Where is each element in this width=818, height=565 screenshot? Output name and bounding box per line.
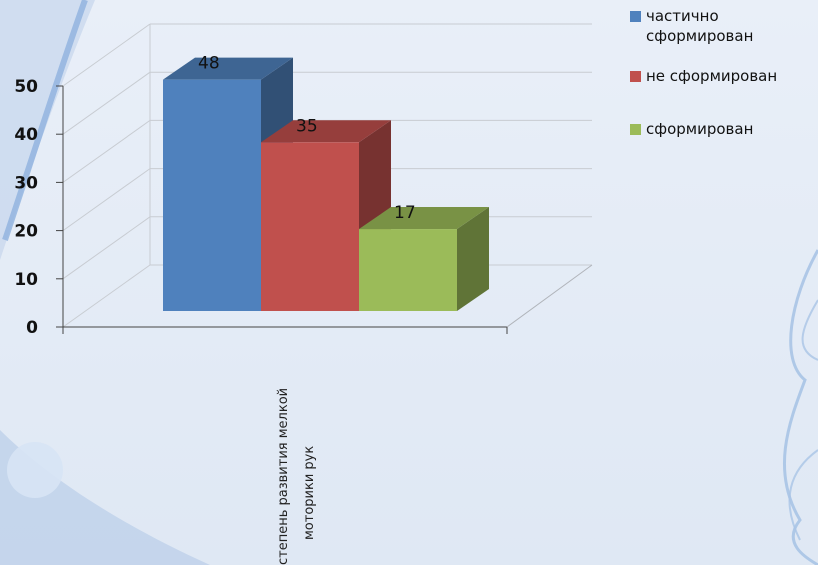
category-label: степень развития мелкой моторики рук bbox=[276, 388, 317, 565]
category-label-line-2: моторики рук bbox=[302, 446, 317, 540]
side-wall-gridline bbox=[62, 216, 151, 280]
legend-item: не сформирован bbox=[628, 66, 818, 86]
legend-swatch bbox=[630, 124, 641, 135]
y-tick-label: 10 bbox=[14, 270, 38, 290]
legend-label: частично сформирован bbox=[646, 7, 754, 45]
side-wall-gridline bbox=[62, 23, 151, 87]
y-tick-label: 20 bbox=[14, 222, 38, 242]
data-label: 17 bbox=[394, 203, 416, 223]
category-label-line-1: степень развития мелкой bbox=[276, 388, 291, 565]
y-tick-label: 50 bbox=[14, 77, 38, 97]
bar-1-front bbox=[163, 79, 261, 311]
legend-swatch bbox=[630, 71, 641, 82]
side-wall-gridline bbox=[62, 71, 151, 135]
bar-3-front bbox=[359, 229, 457, 311]
side-wall-gridline bbox=[62, 264, 151, 328]
data-label: 35 bbox=[296, 116, 318, 136]
floor-right-edge bbox=[506, 264, 593, 328]
bars bbox=[163, 57, 489, 311]
bar-3-side bbox=[457, 207, 489, 311]
side-wall-gridline bbox=[62, 119, 151, 183]
y-tick-label: 0 bbox=[26, 318, 38, 338]
legend-swatch bbox=[630, 11, 641, 22]
legend-item: частично сформирован bbox=[628, 6, 818, 46]
y-tick-label: 30 bbox=[14, 173, 38, 193]
labels: 0 10 20 30 40 50 48 35 17 степень развития мелкой… bbox=[14, 54, 415, 565]
bar-2-front bbox=[261, 142, 359, 311]
legend-label: не сформирован bbox=[646, 67, 778, 85]
bar-3-top bbox=[359, 207, 489, 230]
axes bbox=[56, 85, 593, 334]
bar-2-top bbox=[261, 120, 391, 143]
bar-1-top bbox=[163, 57, 293, 80]
legend-item: сформирован bbox=[628, 119, 818, 139]
side-wall-gridline bbox=[62, 168, 151, 232]
data-label: 48 bbox=[198, 54, 220, 74]
y-tick-label: 40 bbox=[14, 125, 38, 145]
legend-label: сформирован bbox=[646, 120, 754, 138]
